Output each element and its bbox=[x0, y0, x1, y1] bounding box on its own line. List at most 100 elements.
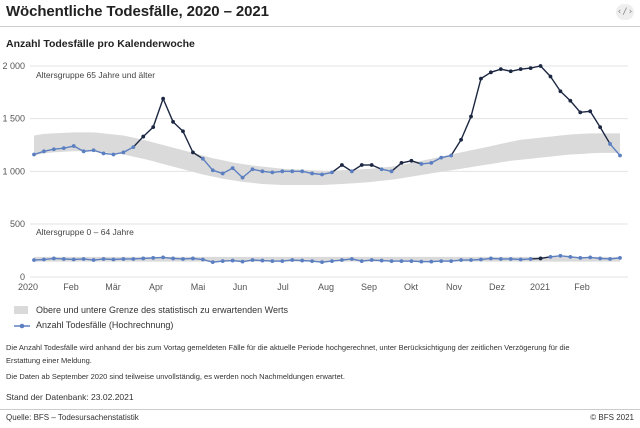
data-point bbox=[121, 150, 126, 155]
data-point bbox=[578, 110, 583, 115]
series-segment bbox=[599, 126, 611, 145]
data-point bbox=[171, 256, 175, 261]
data-point bbox=[508, 69, 513, 74]
data-point bbox=[71, 257, 76, 262]
data-point bbox=[498, 67, 503, 72]
data-point bbox=[608, 142, 612, 146]
data-point bbox=[429, 259, 434, 264]
series-segment bbox=[132, 136, 144, 148]
data-point bbox=[618, 256, 622, 260]
data-point bbox=[538, 256, 543, 261]
data-point bbox=[290, 258, 295, 262]
data-point bbox=[51, 147, 56, 152]
note-line-2: Erstattung einer Meldung. bbox=[6, 356, 92, 365]
y-tick-label: 500 bbox=[10, 219, 25, 229]
data-point bbox=[61, 257, 66, 261]
data-point bbox=[320, 172, 324, 177]
data-point bbox=[369, 258, 374, 262]
data-point bbox=[111, 152, 116, 157]
series-segment bbox=[589, 110, 601, 128]
x-tick-label: Nov bbox=[446, 282, 463, 292]
series-segment bbox=[162, 98, 174, 123]
data-point bbox=[300, 258, 305, 263]
data-point bbox=[449, 153, 454, 158]
data-point bbox=[280, 169, 285, 174]
data-point bbox=[369, 163, 374, 167]
data-point bbox=[32, 152, 36, 157]
series-segment bbox=[341, 164, 353, 172]
x-tick-label: 2021 bbox=[530, 282, 550, 292]
x-tick-label: 2020 bbox=[18, 282, 38, 292]
x-tick-label: Apr bbox=[149, 282, 163, 292]
series-segment bbox=[351, 164, 363, 172]
database-date: Stand der Datenbank: 23.02.2021 bbox=[6, 392, 134, 402]
series-segment bbox=[232, 167, 244, 179]
data-point bbox=[608, 257, 612, 261]
band-swatch-icon bbox=[14, 306, 28, 314]
data-point bbox=[250, 167, 255, 172]
data-point bbox=[290, 169, 295, 174]
data-point bbox=[42, 149, 46, 154]
data-point bbox=[131, 145, 136, 150]
series-segment bbox=[142, 126, 154, 138]
footer-divider bbox=[0, 409, 640, 410]
data-point bbox=[349, 257, 354, 261]
panel-label: Altersgruppe 65 Jahre und älter bbox=[36, 70, 155, 80]
data-point bbox=[141, 256, 146, 261]
data-point bbox=[588, 109, 593, 114]
series-segment bbox=[331, 164, 343, 173]
data-point bbox=[240, 259, 245, 264]
series-segment bbox=[470, 78, 482, 117]
code-brackets-icon[interactable]: ‹/› bbox=[616, 4, 634, 20]
series-segment bbox=[540, 65, 551, 78]
series-segment bbox=[391, 162, 402, 172]
data-point bbox=[488, 70, 493, 75]
data-point bbox=[161, 255, 166, 260]
data-point bbox=[141, 134, 146, 139]
data-point bbox=[81, 257, 86, 261]
data-point bbox=[528, 66, 533, 71]
series-segment bbox=[460, 116, 472, 141]
data-point bbox=[260, 258, 265, 263]
data-point bbox=[548, 254, 553, 259]
x-tick-label: Mai bbox=[191, 282, 206, 292]
line-marker-swatch-icon bbox=[14, 323, 30, 329]
x-tick-label: Sep bbox=[361, 282, 377, 292]
data-point bbox=[151, 125, 156, 129]
data-point bbox=[558, 89, 563, 94]
data-point bbox=[230, 166, 235, 171]
data-point bbox=[359, 163, 364, 167]
data-point bbox=[518, 257, 523, 262]
series-segment bbox=[192, 151, 204, 160]
y-tick-label: 1 500 bbox=[2, 114, 25, 124]
data-point bbox=[191, 150, 195, 155]
data-point bbox=[260, 169, 265, 174]
data-point bbox=[469, 114, 473, 119]
data-point bbox=[51, 256, 56, 261]
legend-band-label: Obere und untere Grenze des statistisch … bbox=[36, 305, 288, 315]
data-point bbox=[419, 162, 424, 166]
x-tick-label: Feb bbox=[574, 282, 590, 292]
data-point bbox=[598, 256, 603, 261]
legend-line-label: Anzahl Todesfälle (Hochrechnung) bbox=[36, 320, 174, 330]
x-tick-label: Feb bbox=[63, 282, 79, 292]
series-segment bbox=[172, 121, 184, 132]
data-point bbox=[330, 259, 334, 263]
data-point bbox=[419, 259, 424, 264]
header-divider bbox=[0, 26, 640, 27]
y-tick-label: 1 000 bbox=[2, 166, 25, 176]
data-point bbox=[568, 98, 573, 103]
data-point bbox=[161, 96, 166, 101]
data-point bbox=[409, 158, 414, 163]
panel-label: Altersgruppe 0 – 64 Jahre bbox=[36, 227, 134, 237]
data-point bbox=[379, 167, 384, 172]
x-tick-label: Okt bbox=[404, 282, 419, 292]
y-tick-label: 2 000 bbox=[2, 61, 25, 71]
data-point bbox=[91, 148, 96, 153]
data-point bbox=[81, 149, 86, 154]
data-point bbox=[200, 156, 205, 161]
x-tick-label: Jul bbox=[277, 282, 289, 292]
data-point bbox=[101, 257, 106, 261]
data-point bbox=[310, 171, 315, 176]
